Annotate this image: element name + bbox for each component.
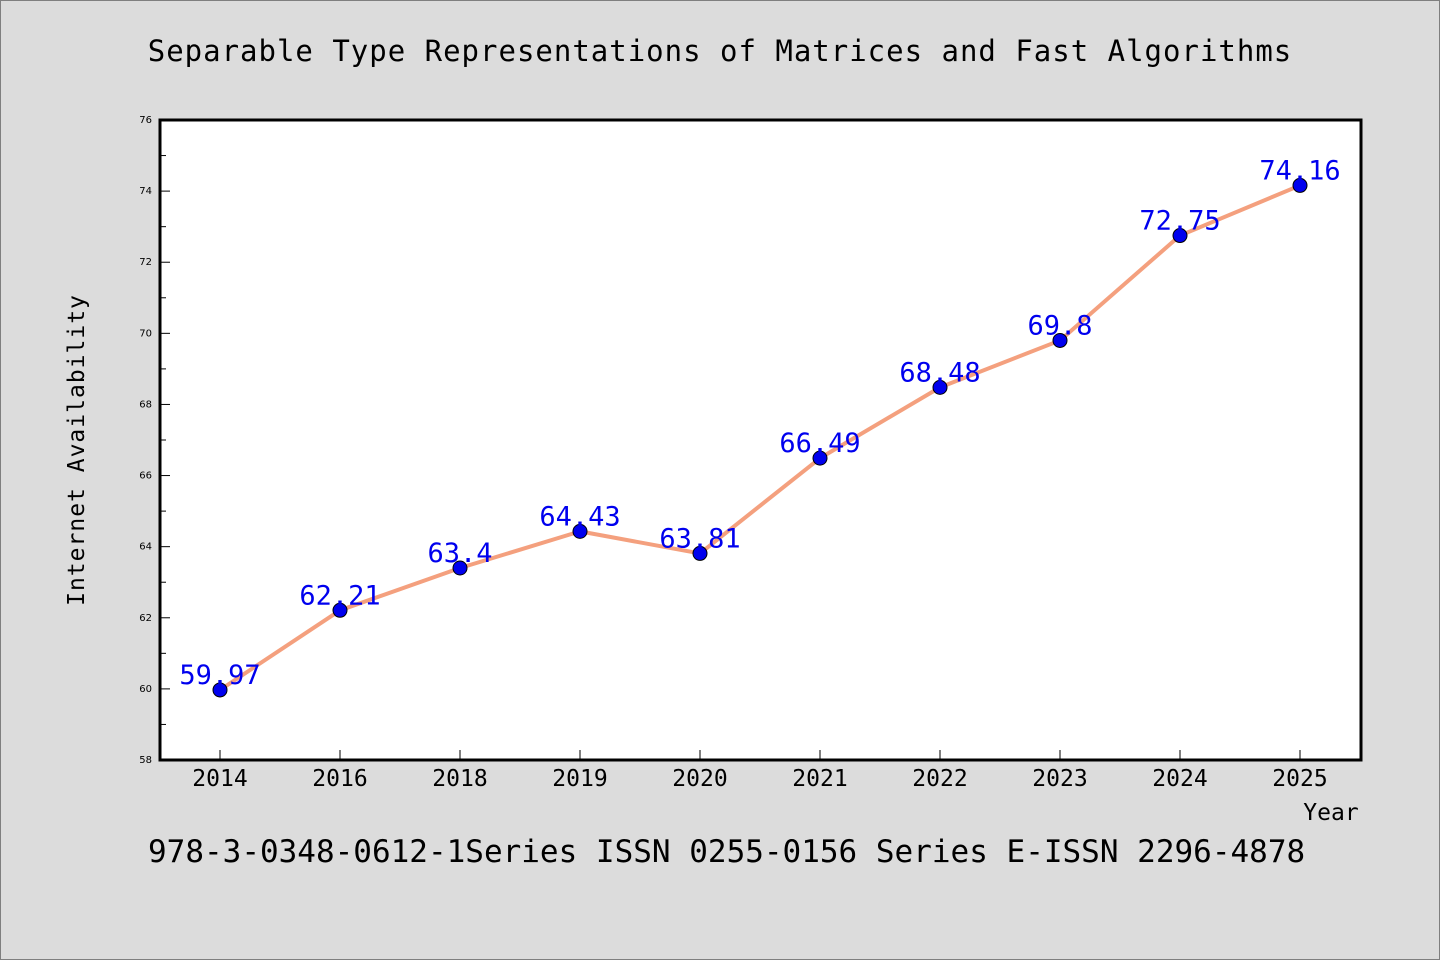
x-tick-label: 2025 [1272,766,1327,792]
data-label: 68.48 [899,357,980,388]
y-axis-label: Internet Availability [64,294,90,606]
chart-title: Separable Type Representations of Matric… [147,34,1293,68]
data-point [452,560,468,576]
data-label: 64.43 [539,501,620,532]
y-tick-label: 64 [139,542,152,553]
x-tick-label: 2016 [312,766,367,792]
x-tick-label: 2024 [1152,766,1207,792]
x-tick-label: 2023 [1032,766,1087,792]
series-line [218,183,1302,692]
data-point [572,523,588,539]
y-tick-label: 62 [139,613,152,624]
y-tick-label: 72 [139,257,152,268]
x-tick-label: 2014 [192,766,247,792]
data-label: 62.21 [299,580,380,611]
footer-isbn-issn: 978-3-0348-0612-1Series ISSN 0255-0156 S… [148,834,1306,870]
x-tick-label: 2022 [912,766,967,792]
y-tick-label: 76 [139,115,152,126]
x-tick-label: 2020 [672,766,727,792]
data-point [1052,332,1068,348]
data-point [812,450,828,466]
y-tick-label: 74 [139,186,152,197]
data-label: 63.81 [659,523,740,554]
y-tick-label: 70 [139,328,152,339]
y-tick-label: 66 [139,471,152,482]
data-point [1172,228,1188,244]
data-point [1292,177,1308,193]
data-label: 69.8 [1027,310,1092,341]
data-point [692,545,708,561]
y-tick-label: 58 [139,755,152,766]
data-label: 72.75 [1139,206,1220,237]
x-axis-label: Year [1303,800,1358,826]
data-label: 66.49 [779,428,860,459]
data-label: 74.16 [1259,155,1340,186]
y-tick-label: 68 [139,399,152,410]
x-tick-label: 2021 [792,766,847,792]
plot-area [158,118,1363,762]
data-point [212,682,228,698]
data-label: 59.97 [179,660,260,691]
data-label: 63.4 [427,538,492,569]
data-point [932,379,948,395]
data-point [332,602,348,618]
y-tick-label: 60 [139,684,152,695]
x-tick-label: 2019 [552,766,607,792]
x-tick-label: 2018 [432,766,487,792]
